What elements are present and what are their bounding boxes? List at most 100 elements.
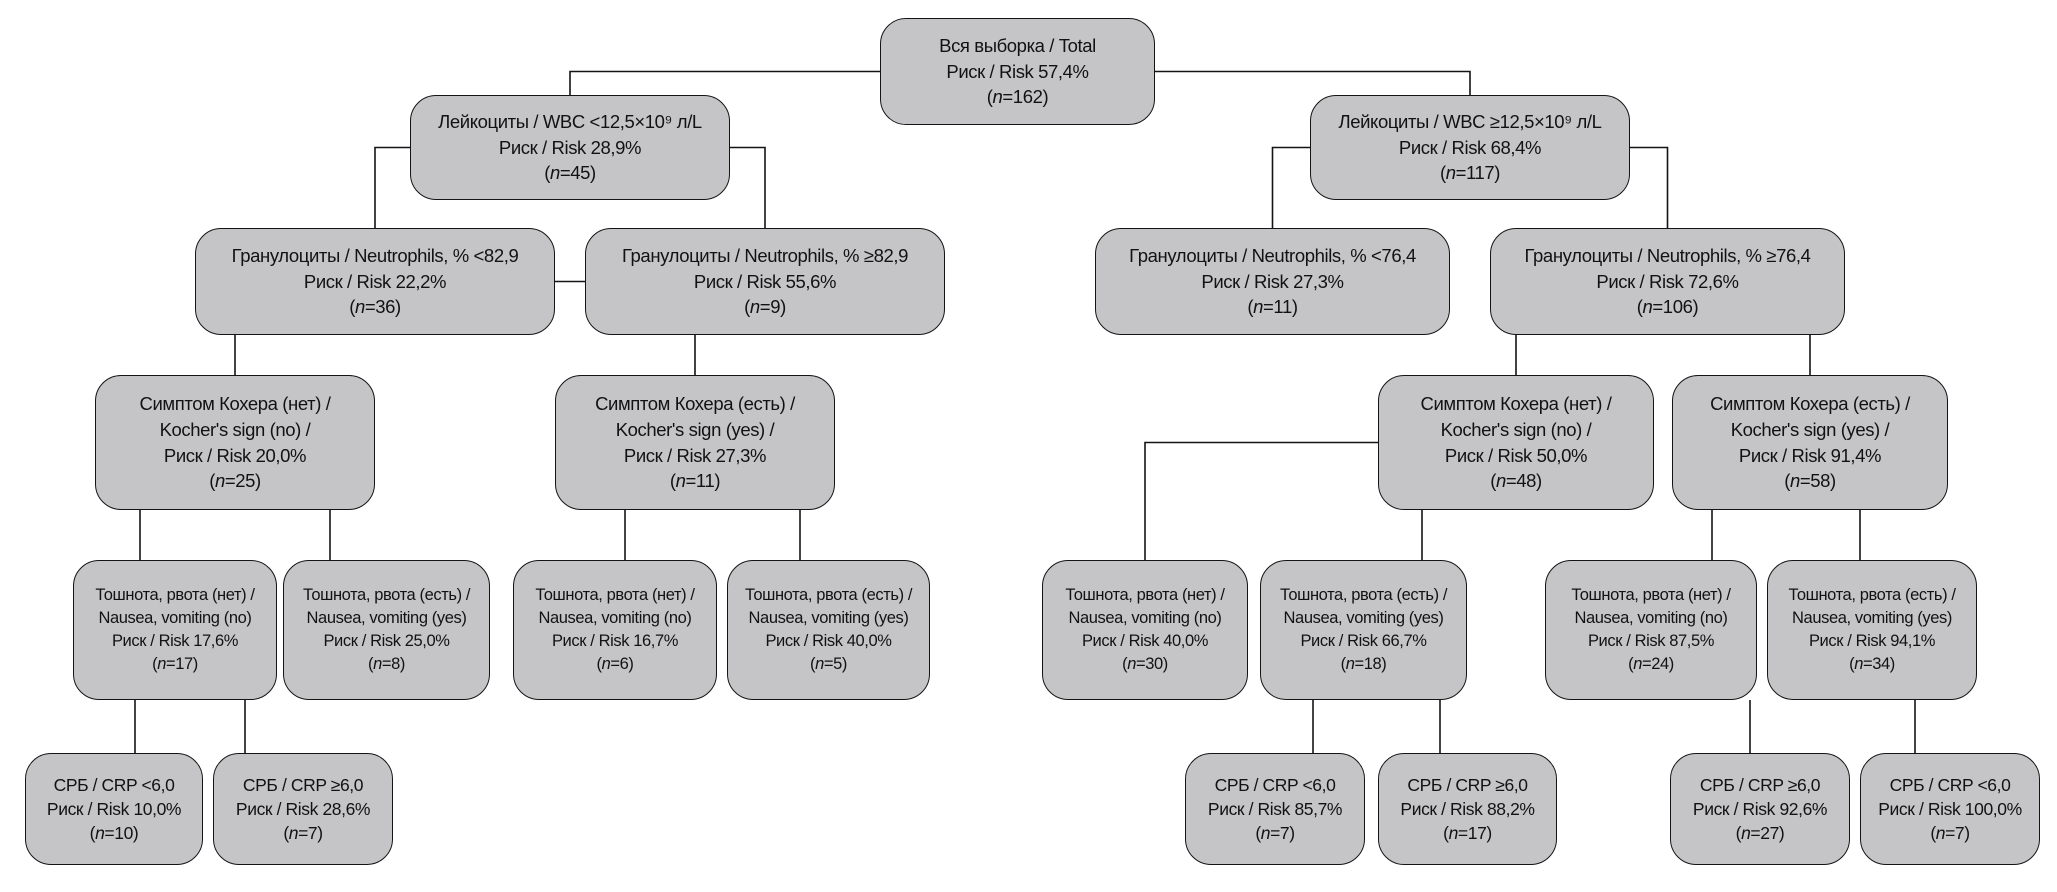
node-label-line: Kocher's sign (yes) /	[615, 418, 775, 440]
node-sample-size: (n=48)	[1490, 470, 1542, 492]
node-label-line: Kocher's sign (yes) /	[1730, 418, 1890, 440]
tree-node-crp1: СРБ / CRP <6,0 Риск / Risk 10,0% (n=10)	[25, 753, 203, 865]
node-sample-size: (n=7)	[1930, 823, 1970, 844]
node-label-line: Симптом Кохера (нет) /	[1420, 393, 1612, 415]
node-label-line: СРБ / CRP <6,0	[53, 774, 175, 795]
node-n-value: =7)	[298, 823, 323, 844]
node-label-line: Лейкоциты / WBC <12,5×10⁹ л/L	[438, 111, 702, 133]
node-n-value: =36)	[364, 296, 401, 318]
node-label-line: Риск / Risk 91,4%	[1738, 444, 1882, 466]
node-sample-size: (n=11)	[1247, 296, 1298, 318]
node-sample-size: (n=8)	[368, 654, 405, 673]
node-label-line: Nausea, vomiting (yes)	[1283, 609, 1444, 628]
node-n-value: =17)	[166, 654, 198, 673]
node-label-line: СРБ / CRP ≥6,0	[1407, 774, 1528, 795]
node-sample-size: (n=34)	[1849, 654, 1895, 673]
connector-line-wbc_low-neu_ge829	[730, 146, 766, 228]
node-label-line: Риск / Risk 28,6%	[235, 798, 371, 819]
node-sample-size: (n=27)	[1735, 823, 1785, 844]
node-label-line: Гранулоциты / Neutrophils, % <76,4	[1129, 245, 1416, 267]
node-label-line: Риск / Risk 50,0%	[1444, 444, 1588, 466]
node-n-value: =6)	[610, 654, 634, 673]
node-label-line: Риск / Risk 87,5%	[1587, 632, 1715, 650]
node-sample-size: (n=17)	[152, 654, 198, 673]
tree-node-nau7: Тошнота, рвота (нет) / Nausea, vomiting (…	[1545, 560, 1757, 700]
node-label-line: Риск / Risk 20,0%	[163, 444, 307, 466]
tree-node-neu_lt829: Гранулоциты / Neutrophils, % <82,9 Риск /…	[195, 228, 555, 335]
node-n-value: =11)	[685, 470, 721, 492]
node-label-line: Nausea, vomiting (no)	[538, 609, 692, 628]
node-n-value: =162)	[1002, 86, 1049, 108]
node-n-value: =10)	[104, 823, 139, 844]
tree-node-nau3: Тошнота, рвота (нет) / Nausea, vomiting (…	[513, 560, 717, 700]
node-n-value: =45)	[559, 162, 596, 184]
tree-node-nau8: Тошнота, рвота (есть) / Nausea, vomiting …	[1767, 560, 1977, 700]
node-label-line: Риск / Risk 55,6%	[693, 270, 837, 292]
node-label-line: Риск / Risk 25,0%	[323, 632, 450, 650]
node-sample-size: (n=11)	[669, 470, 721, 492]
connector-line-koch_no_r-nau5	[1144, 441, 1378, 560]
tree-node-neu_ge829: Гранулоциты / Neutrophils, % ≥82,9 Риск /…	[585, 228, 945, 335]
node-label-line: Риск / Risk 22,2%	[303, 270, 447, 292]
tree-node-crp6: СРБ / CRP <6,0 Риск / Risk 100,0% (n=7)	[1860, 753, 2040, 865]
node-sample-size: (n=5)	[810, 654, 848, 673]
connector-line-wbc_low-neu_lt829	[374, 146, 410, 228]
node-label-line: Nausea, vomiting (yes)	[1792, 609, 1952, 628]
node-label-line: Риск / Risk 94,1%	[1808, 632, 1936, 650]
node-label-line: Тошнота, рвота (нет) /	[95, 586, 255, 605]
tree-node-crp3: СРБ / CRP <6,0 Риск / Risk 85,7% (n=7)	[1185, 753, 1365, 865]
node-label-line: Вся выборка / Total	[939, 35, 1096, 57]
node-label-line: СРБ / CRP <6,0	[1214, 774, 1336, 795]
node-label-line: Тошнота, рвота (есть) /	[744, 586, 913, 605]
node-label-line: Риск / Risk 17,6%	[111, 632, 239, 650]
node-n-value: =106)	[1652, 296, 1699, 318]
node-sample-size: (n=36)	[349, 296, 401, 318]
node-label-line: Тошнота, рвота (есть) /	[302, 586, 471, 605]
connector-line-wbc_high-neu_ge764	[1630, 146, 1669, 228]
node-label-line: Nausea, vomiting (no)	[1574, 609, 1728, 628]
node-sample-size: (n=7)	[1255, 823, 1295, 844]
node-label-line: Лейкоциты / WBC ≥12,5×10⁹ л/L	[1338, 111, 1602, 133]
node-label-line: Nausea, vomiting (yes)	[306, 609, 467, 628]
node-sample-size: (n=30)	[1122, 654, 1168, 673]
node-label-line: Kocher's sign (no) /	[1440, 418, 1592, 440]
node-label-line: Тошнота, рвота (нет) /	[1065, 586, 1225, 605]
node-label-line: Тошнота, рвота (нет) /	[535, 586, 695, 605]
node-label-line: Риск / Risk 10,0%	[46, 798, 182, 819]
node-sample-size: (n=117)	[1439, 162, 1501, 184]
node-sample-size: (n=9)	[744, 296, 786, 318]
node-sample-size: (n=7)	[283, 823, 323, 844]
tree-node-crp5: СРБ / CRP ≥6,0 Риск / Risk 92,6% (n=27)	[1670, 753, 1850, 865]
node-label-line: Симптом Кохера (нет) /	[139, 393, 331, 415]
node-sample-size: (n=10)	[89, 823, 139, 844]
node-n-value: =30)	[1136, 654, 1168, 673]
node-n-value: =58)	[1799, 470, 1836, 492]
tree-node-nau2: Тошнота, рвота (есть) / Nausea, vomiting …	[283, 560, 490, 700]
node-n-value: =9)	[759, 296, 786, 318]
node-n-value: =5)	[823, 654, 848, 673]
node-n-value: =25)	[224, 470, 261, 492]
node-sample-size: (n=106)	[1636, 296, 1699, 318]
node-label-line: Риск / Risk 88,2%	[1400, 798, 1535, 819]
node-label-line: Риск / Risk 40,0%	[1081, 632, 1209, 650]
node-label-line: СРБ / CRP ≥6,0	[242, 774, 364, 795]
node-sample-size: (n=25)	[209, 470, 261, 492]
tree-node-wbc_high: Лейкоциты / WBC ≥12,5×10⁹ л/L Риск / Risk…	[1310, 95, 1630, 200]
tree-node-koch_no_r: Симптом Кохера (нет) / Kocher's sign (no)…	[1378, 375, 1654, 510]
node-n-value: =7)	[1945, 823, 1970, 844]
tree-node-neu_ge764: Гранулоциты / Neutrophils, % ≥76,4 Риск /…	[1490, 228, 1845, 335]
node-label-line: Гранулоциты / Neutrophils, % ≥76,4	[1524, 245, 1811, 267]
tree-node-koch_no_l: Симптом Кохера (нет) / Kocher's sign (no)…	[95, 375, 375, 510]
connector-line-root-wbc_high	[1155, 70, 1471, 95]
node-sample-size: (n=6)	[596, 654, 634, 673]
node-n-value: =24)	[1642, 654, 1674, 673]
tree-node-nau5: Тошнота, рвота (нет) / Nausea, vomiting (…	[1042, 560, 1248, 700]
node-label-line: Тошнота, рвота (есть) /	[1279, 586, 1448, 605]
node-label-line: Симптом Кохера (есть) /	[595, 393, 795, 415]
node-label-line: Тошнота, рвота (есть) /	[1788, 586, 1956, 605]
node-sample-size: (n=162)	[986, 86, 1049, 108]
node-label-line: Риск / Risk 92,6%	[1692, 798, 1828, 819]
node-label-line: Риск / Risk 16,7%	[551, 632, 679, 650]
